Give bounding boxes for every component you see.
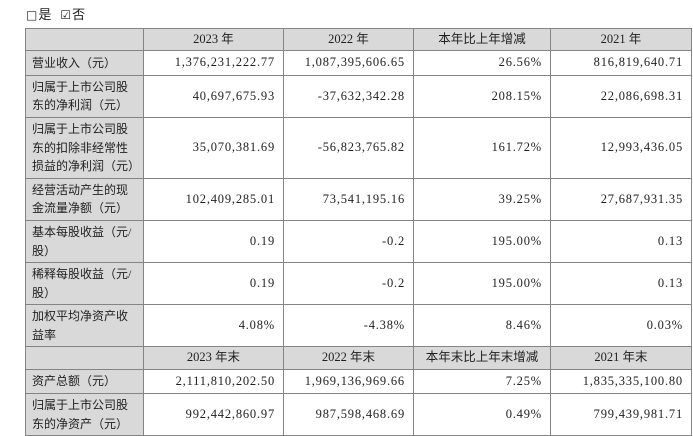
table-row: 经营活动产生的现金流量净额（元） 102,409,285.01 73,541,195…: [25, 177, 692, 221]
financial-summary-table: 2023 年 2022 年本年比上年增减 2021 年营业收入（元） 1,376,23…: [25, 27, 692, 436]
row-label-cell: 归属于上市公司股东的净资产（元）: [25, 393, 144, 436]
value-cell: 1,835,335,100.80: [550, 368, 692, 395]
column-header: 2021 年末: [550, 346, 692, 370]
value-cell: -56,823,765.82: [283, 116, 414, 179]
value-cell: -4.38%: [283, 304, 414, 348]
column-header-row: 2023 年末 2022 年末 本年末比上年末增减 2021 年末: [25, 346, 692, 370]
column-header: 本年比上年增减: [413, 27, 551, 52]
column-header: 2023 年末: [143, 346, 284, 370]
value-cell: 22,086,698.31: [550, 74, 692, 118]
table-row: 加权平均净资产收益率 4.08% -4.38% 8.46% 0.03%: [25, 304, 692, 348]
table-row: 稀释每股收益（元/股） 0.19 -0.2 195.00% 0.13: [25, 262, 692, 306]
value-cell: 0.03%: [550, 304, 692, 348]
value-cell: 73,541,195.16: [283, 177, 414, 221]
row-label-cell: 营业收入（元）: [25, 50, 144, 76]
financial-summary-table-body: 2023 年 2022 年本年比上年增减 2021 年营业收入（元） 1,376,23…: [25, 27, 692, 436]
value-cell: 102,409,285.01: [143, 177, 284, 221]
row-label-cell: 经营活动产生的现金流量净额（元）: [25, 177, 144, 221]
value-cell: 816,819,640.71: [550, 50, 692, 76]
value-cell: 2,111,810,202.50: [143, 368, 284, 395]
value-cell: 1,969,136,969.66: [283, 368, 414, 395]
row-label-cell: 归属于上市公司股东的扣除非经常性损益的净利润（元）: [25, 116, 144, 179]
value-cell: -37,632,342.28: [283, 74, 414, 118]
checkbox-checked-icon: ☑: [60, 8, 73, 22]
value-cell: 8.46%: [413, 304, 551, 348]
value-cell: 1,087,395,606.65: [283, 50, 414, 76]
value-cell: 27,687,931.35: [550, 177, 692, 221]
value-cell: 208.15%: [413, 74, 551, 118]
table-row: 归属于上市公司股东的净利润（元） 40,697,675.93 -37,632,342…: [25, 74, 692, 118]
option-no-label: 否: [72, 7, 87, 22]
corner-header-cell: [25, 27, 144, 52]
option-yes-label: 是: [38, 7, 53, 22]
column-header-row: 2023 年 2022 年本年比上年增减 2021 年: [25, 27, 692, 52]
value-cell: 35,070,381.69: [143, 116, 284, 179]
option-yes: □是: [26, 7, 52, 22]
option-no: ☑否: [60, 7, 86, 22]
value-cell: 799,439,981.71: [550, 393, 692, 436]
row-label-cell: 基本每股收益（元/股）: [25, 219, 144, 264]
value-cell: 0.19: [143, 219, 284, 264]
row-label-cell: 资产总额（元）: [25, 368, 144, 395]
value-cell: 0.13: [550, 262, 692, 306]
checkbox-unchecked-icon: □: [26, 8, 39, 22]
yes-no-option-line: □是 ☑否: [26, 4, 693, 23]
table-row: 基本每股收益（元/股） 0.19 -0.2 195.00% 0.13: [25, 219, 692, 264]
value-cell: -0.2: [283, 219, 414, 264]
value-cell: 195.00%: [413, 219, 551, 264]
table-row: 归属于上市公司股东的净资产（元） 992,442,860.97 987,598,46…: [25, 393, 692, 436]
table-row: 资产总额（元） 2,111,810,202.50 1,969,136,969.66 7…: [25, 368, 692, 395]
value-cell: 195.00%: [413, 262, 551, 306]
value-cell: 987,598,468.69: [283, 393, 414, 436]
column-header: 本年末比上年末增减: [413, 346, 551, 370]
column-header: 2023 年: [143, 27, 284, 52]
value-cell: -0.2: [283, 262, 414, 306]
value-cell: 12,993,436.05: [550, 116, 692, 179]
table-row: 归属于上市公司股东的扣除非经常性损益的净利润（元） 35,070,381.69 -5…: [25, 116, 692, 179]
value-cell: 39.25%: [413, 177, 551, 221]
row-label-cell: 加权平均净资产收益率: [25, 304, 144, 348]
value-cell: 40,697,675.93: [143, 74, 284, 118]
value-cell: 992,442,860.97: [143, 393, 284, 436]
column-header: 2021 年: [550, 27, 692, 52]
table-row: 营业收入（元） 1,376,231,222.77 1,087,395,606.65 2…: [25, 50, 692, 76]
value-cell: 1,376,231,222.77: [143, 50, 284, 76]
column-header: 2022 年末: [283, 346, 414, 370]
column-header: 2022 年: [283, 27, 414, 52]
value-cell: 0.13: [550, 219, 692, 264]
value-cell: 0.19: [143, 262, 284, 306]
value-cell: 4.08%: [143, 304, 284, 348]
value-cell: 26.56%: [413, 50, 551, 76]
corner-header-cell: [25, 346, 144, 370]
value-cell: 7.25%: [413, 368, 551, 395]
row-label-cell: 稀释每股收益（元/股）: [25, 262, 144, 306]
value-cell: 161.72%: [413, 116, 551, 179]
row-label-cell: 归属于上市公司股东的净利润（元）: [25, 74, 144, 118]
value-cell: 0.49%: [413, 393, 551, 436]
